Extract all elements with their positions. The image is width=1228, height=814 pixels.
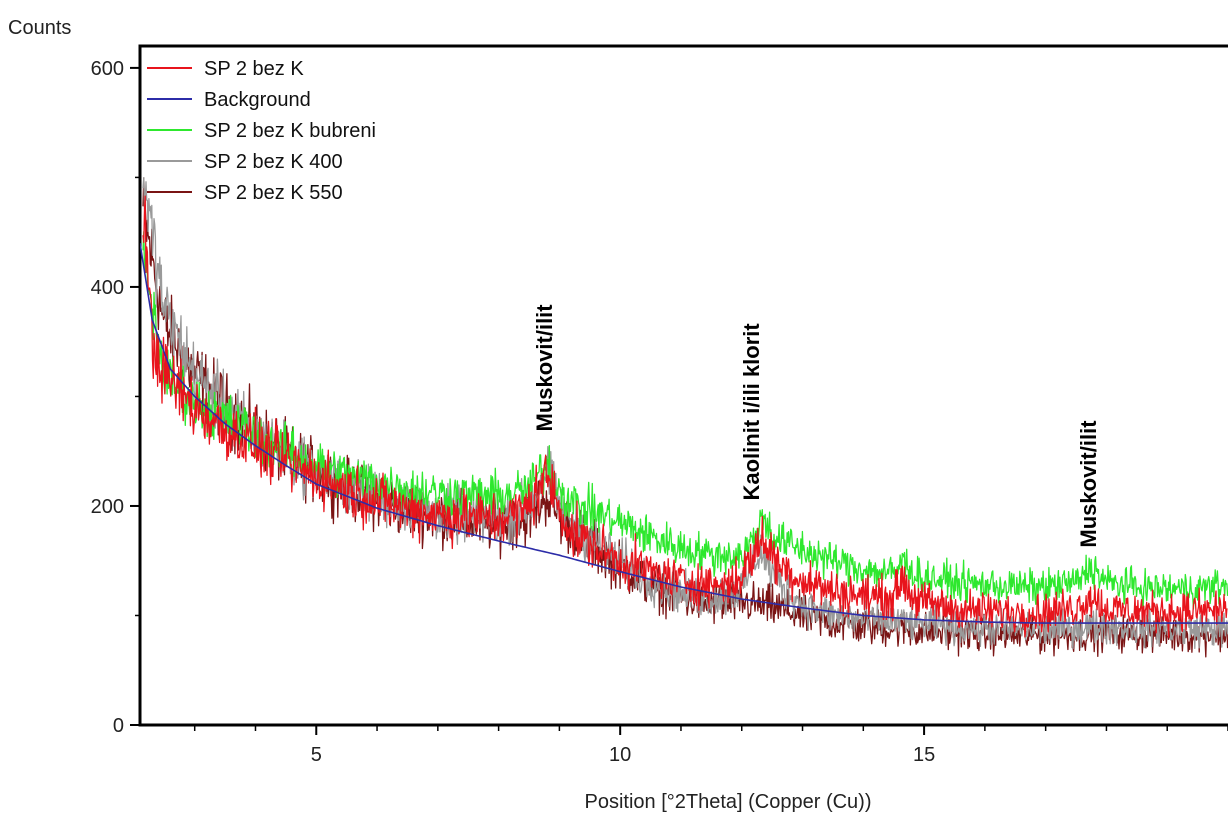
x-tick-label-2: 15 — [913, 744, 935, 766]
y-axis-label: Counts — [8, 17, 71, 39]
series-line-1 — [140, 242, 1228, 624]
legend-label-0: SP 2 bez K — [204, 58, 304, 80]
series-line-0 — [142, 195, 1228, 638]
annotation-layer: Muskovit/ilit Kaolinit i/ili klorit Muskov… — [532, 304, 1101, 548]
y-tick-label-3: 600 — [91, 58, 124, 80]
legend-label-1: Background — [204, 89, 311, 111]
legend-label-2: SP 2 bez K bubreni — [204, 120, 376, 142]
x-axis-label: Position [°2Theta] (Copper (Cu)) — [584, 791, 871, 813]
legend: SP 2 bez K Background SP 2 bez K bubreni SP… — [147, 58, 376, 204]
peak-annotation-0: Muskovit/ilit — [532, 304, 557, 432]
axis-layer: 0 200 400 600 5 10 15 — [91, 58, 1228, 766]
peak-annotation-2: Muskovit/ilit — [1076, 420, 1101, 548]
legend-label-4: SP 2 bez K 550 — [204, 182, 343, 204]
x-tick-label-0: 5 — [311, 744, 322, 766]
y-tick-label-2: 400 — [91, 277, 124, 299]
y-tick-label-1: 200 — [91, 496, 124, 518]
series-layer — [140, 176, 1228, 658]
y-tick-label-0: 0 — [113, 715, 124, 737]
peak-annotation-1: Kaolinit i/ili klorit — [739, 323, 764, 501]
legend-label-3: SP 2 bez K 400 — [204, 151, 343, 173]
x-tick-label-1: 10 — [609, 744, 631, 766]
